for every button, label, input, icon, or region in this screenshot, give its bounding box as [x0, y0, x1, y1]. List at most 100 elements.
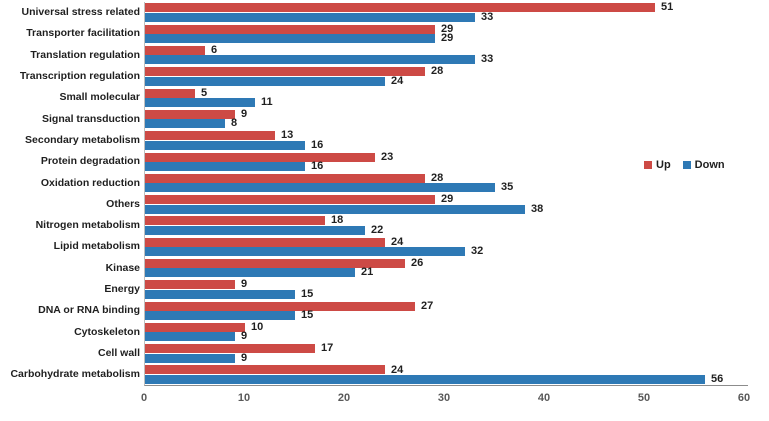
- value-label: 29: [441, 22, 454, 35]
- bar-group: 10 9: [145, 321, 769, 343]
- plot-area: [144, 2, 748, 386]
- bar-line: 10: [145, 321, 769, 332]
- bar-line: 5: [145, 86, 769, 99]
- bar-line: 29: [145, 194, 769, 205]
- bar-line: 21: [145, 266, 769, 279]
- x-tick-label: 10: [237, 392, 251, 404]
- x-tick-label: 30: [437, 392, 451, 404]
- value-label: 11: [261, 96, 273, 109]
- up-bar: [145, 173, 425, 183]
- category-label: Cell wall: [97, 346, 140, 359]
- bar-line: 27: [145, 300, 769, 311]
- bar-line: 22: [145, 223, 769, 236]
- bar-line: 24: [145, 363, 769, 376]
- value-label: 18: [331, 214, 344, 227]
- value-label: 9: [241, 330, 248, 343]
- bar-group: 24 32: [145, 235, 769, 257]
- category-label: Kinase: [105, 261, 140, 274]
- bar-line: 32: [145, 246, 769, 257]
- bar-line: 33: [145, 11, 769, 22]
- value-label: 51: [661, 1, 674, 14]
- up-bar: [145, 24, 435, 34]
- bar-line: 13: [145, 130, 769, 141]
- chart-row: Lipid metabolism 24 32: [0, 236, 769, 257]
- category-label: Secondary metabolism: [25, 133, 140, 146]
- bar-line: 33: [145, 53, 769, 66]
- down-bar: [145, 161, 305, 171]
- x-tick-label: 60: [737, 392, 751, 404]
- up-bar: [145, 46, 205, 56]
- down-bar: [145, 268, 355, 278]
- value-label: 21: [361, 266, 374, 279]
- chart-row: Transcription regulation 28 24: [0, 66, 769, 87]
- bar-line: 17: [145, 343, 769, 354]
- value-label: 29: [441, 32, 454, 45]
- up-bar: [145, 195, 435, 205]
- up-bar: [145, 109, 235, 119]
- value-label: 33: [481, 53, 494, 66]
- bar-line: 24: [145, 75, 769, 86]
- down-bar: [145, 55, 475, 65]
- down-bar: [145, 98, 255, 108]
- category-label: Transporter facilitation: [26, 27, 140, 40]
- bar-line: 8: [145, 118, 769, 129]
- bar-line: 23: [145, 151, 769, 162]
- value-label: 22: [371, 223, 384, 236]
- category-label: Universal stress related: [21, 6, 140, 19]
- chart-row: Oxidation reduction 28 35: [0, 172, 769, 193]
- down-bar: [145, 34, 435, 44]
- value-label: 35: [501, 181, 514, 194]
- category-label: Cytoskeleton: [74, 325, 140, 338]
- down-bar: [145, 140, 305, 150]
- chart-row: Secondary metabolism 13 16: [0, 130, 769, 151]
- value-label: 38: [531, 202, 544, 215]
- bar-group: 6 33: [145, 44, 769, 66]
- up-bar: [145, 88, 195, 98]
- chart-row: Universal stress related 51 33: [0, 2, 769, 23]
- category-label: Lipid metabolism: [53, 240, 140, 253]
- down-bar: [145, 247, 465, 257]
- down-bar: [145, 183, 495, 193]
- bar-line: 15: [145, 287, 769, 300]
- bar-group: 13 16: [145, 130, 769, 151]
- bar-group: 24 56: [145, 363, 769, 384]
- x-tick-label: 20: [337, 392, 351, 404]
- value-label: 16: [311, 159, 324, 172]
- up-bar: [145, 301, 415, 311]
- legend: Up Down: [644, 159, 725, 171]
- bar-group: 23 16: [145, 151, 769, 172]
- value-label: 6: [211, 44, 218, 57]
- bar-group: 17 9: [145, 343, 769, 363]
- up-bar: [145, 3, 655, 13]
- value-label: 16: [311, 138, 324, 151]
- down-bar: [145, 310, 295, 320]
- value-label: 24: [391, 235, 404, 248]
- bar-group: 28 35: [145, 172, 769, 194]
- legend-item-up: Up: [644, 159, 671, 171]
- x-tick-label: 50: [637, 392, 651, 404]
- down-bar: [145, 353, 235, 363]
- value-label: 5: [201, 86, 208, 99]
- down-bar: [145, 225, 365, 235]
- bar-line: 9: [145, 278, 769, 291]
- bar-line: 6: [145, 44, 769, 57]
- bar-rows: Universal stress related 51 33 Transporter …: [0, 2, 769, 385]
- up-bar: [145, 152, 375, 162]
- value-label: 9: [241, 278, 248, 291]
- down-bar: [145, 12, 475, 22]
- value-label: 24: [391, 363, 404, 376]
- x-axis: 0 10 20 30 40 50 60: [0, 392, 769, 412]
- down-series-swatch-icon: [682, 161, 691, 169]
- category-label: Others: [106, 197, 140, 210]
- legend-label-down: Down: [694, 159, 725, 171]
- category-label: Translation regulation: [30, 48, 140, 61]
- down-bar: [145, 332, 235, 342]
- bar-group: 5 11: [145, 86, 769, 109]
- bar-line: 16: [145, 138, 769, 151]
- up-bar: [145, 344, 315, 354]
- value-label: 15: [301, 287, 314, 300]
- bar-line: 28: [145, 66, 769, 77]
- chart-row: Cell wall 17 9: [0, 343, 769, 364]
